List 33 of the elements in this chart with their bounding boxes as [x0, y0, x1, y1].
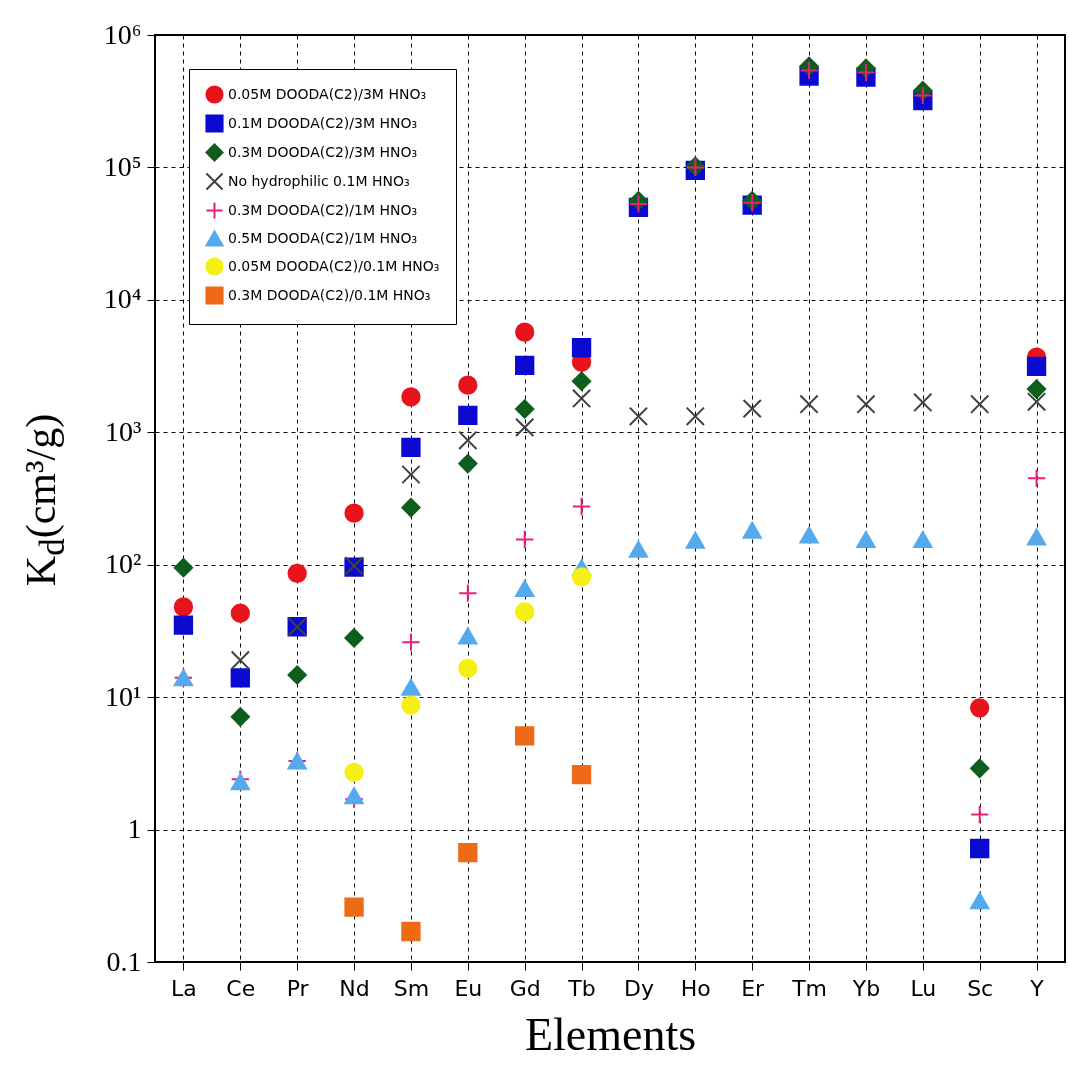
y-tick-label: 10² — [105, 548, 142, 580]
x-tick-label: Lu — [910, 975, 937, 1001]
legend-label: 0.5M DOODA(C2)/1M HNO₃ — [228, 229, 418, 246]
x-tick-label: Dy — [623, 975, 654, 1001]
x-tick-label: Yb — [851, 975, 881, 1001]
legend-label: 0.1M DOODA(C2)/3M HNO₃ — [228, 114, 418, 131]
x-tick-label: Tm — [791, 975, 827, 1001]
x-tick-label: Ce — [226, 975, 256, 1001]
legend-label: No hydrophilic 0.1M HNO₃ — [228, 172, 410, 189]
y-tick-label: 0.1 — [106, 945, 142, 977]
y-tick-label: 10⁴ — [103, 283, 142, 315]
x-tick-label: Nd — [339, 975, 370, 1001]
x-tick-label: La — [171, 975, 197, 1001]
x-tick-label: Ho — [680, 975, 711, 1001]
x-tick-label: Pr — [286, 975, 310, 1001]
y-tick-label: 10¹ — [105, 680, 142, 712]
x-tick-label: Sc — [967, 975, 994, 1001]
legend-label: 0.3M DOODA(C2)/1M HNO₃ — [228, 201, 418, 218]
y-tick-label: 10⁵ — [103, 150, 142, 182]
x-tick-label: Tb — [567, 975, 596, 1001]
y-tick-label: 1 — [127, 813, 142, 845]
x-tick-label: Gd — [509, 975, 541, 1001]
x-tick-label: Y — [1029, 975, 1045, 1001]
x-tick-label: Eu — [454, 975, 483, 1001]
legend-label: 0.3M DOODA(C2)/3M HNO₃ — [228, 143, 418, 160]
legend-label: 0.05M DOODA(C2)/0.1M HNO₃ — [228, 257, 440, 274]
x-tick-label: Sm — [393, 975, 430, 1001]
x-tick-label: Er — [741, 975, 766, 1001]
y-tick-label: 10⁶ — [103, 18, 142, 50]
legend-label: 0.3M DOODA(C2)/0.1M HNO₃ — [228, 286, 431, 303]
legend-label: 0.05M DOODA(C2)/3M HNO₃ — [228, 85, 427, 102]
x-axis-title: Elements — [524, 1008, 697, 1060]
y-tick-label: 10³ — [105, 415, 142, 447]
